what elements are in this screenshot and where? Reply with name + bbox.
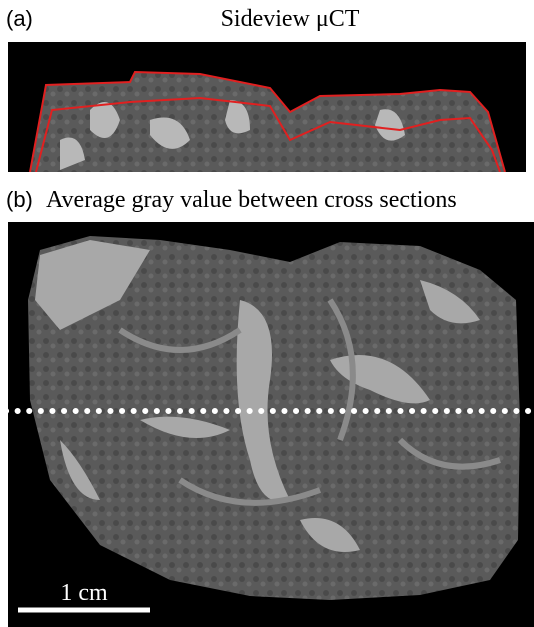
panel-label: (b): [6, 187, 33, 212]
sideview-image: [8, 42, 526, 172]
panel-title: Average gray value between cross section…: [46, 187, 457, 213]
panel-label: (a): [6, 6, 33, 31]
figure: (a) Sideview μCT (b) Average gray value …: [0, 0, 534, 627]
cross-section-image: [6, 222, 534, 627]
scale-bar-label: 1 cm: [60, 580, 108, 606]
panel-title: Sideview μCT: [221, 6, 360, 32]
